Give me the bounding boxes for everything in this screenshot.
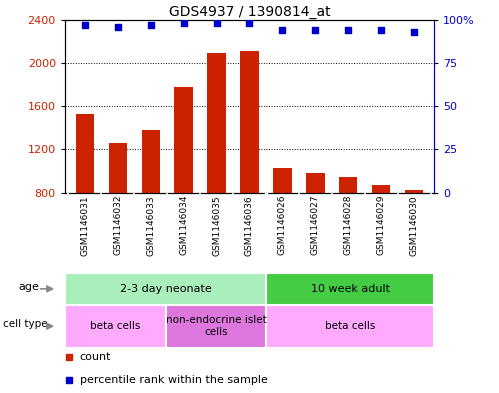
Bar [109,143,127,193]
Text: GSM1146026: GSM1146026 [278,195,287,255]
Bar [208,53,226,193]
Bar [306,173,324,193]
Bar [405,190,424,193]
Point [278,27,286,33]
Point [377,27,385,33]
Bar [175,87,193,193]
Text: GSM1146034: GSM1146034 [179,195,188,255]
Point [410,29,418,35]
Text: GSM1146029: GSM1146029 [377,195,386,255]
Bar [266,273,434,305]
Text: percentile rank within the sample: percentile rank within the sample [80,375,267,385]
Text: age: age [18,282,39,292]
Bar [65,273,266,305]
Text: non-endocrine islet
cells: non-endocrine islet cells [166,316,266,337]
Text: beta cells: beta cells [325,321,375,331]
Text: GSM1146027: GSM1146027 [311,195,320,255]
Text: beta cells: beta cells [90,321,140,331]
Point [344,27,352,33]
Text: GSM1146031: GSM1146031 [80,195,89,255]
Text: count: count [80,352,111,362]
Text: 2-3 day neonate: 2-3 day neonate [120,284,212,294]
Text: GSM1146036: GSM1146036 [245,195,254,255]
Point [81,22,89,28]
Title: GDS4937 / 1390814_at: GDS4937 / 1390814_at [169,5,330,18]
Bar [166,305,266,348]
Text: GSM1146033: GSM1146033 [146,195,155,255]
Bar [266,305,434,348]
Bar [142,130,160,193]
Text: GSM1146028: GSM1146028 [344,195,353,255]
Text: GSM1146035: GSM1146035 [212,195,221,255]
Bar [241,51,258,193]
Text: 10 week adult: 10 week adult [311,284,390,294]
Point [311,27,319,33]
Bar [75,114,94,193]
Point [147,22,155,28]
Text: cell type: cell type [3,319,48,329]
Text: GSM1146032: GSM1146032 [113,195,122,255]
Point [246,20,253,26]
Point [213,20,221,26]
Bar [372,185,390,193]
Bar [65,305,166,348]
Bar [339,178,357,193]
Point [114,24,122,30]
Text: GSM1146030: GSM1146030 [410,195,419,255]
Bar [273,168,291,193]
Point [180,20,188,26]
